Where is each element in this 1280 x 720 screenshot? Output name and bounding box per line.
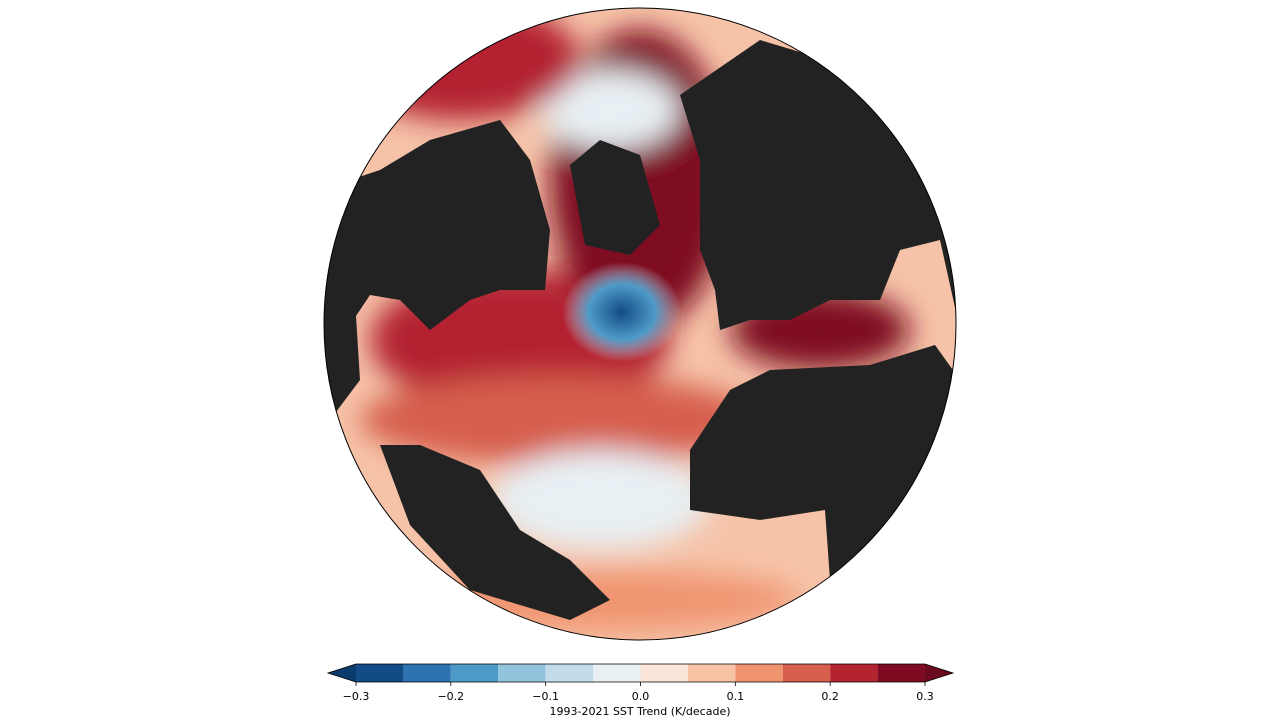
colorbar-bin bbox=[450, 664, 499, 682]
colorbar-bin bbox=[593, 664, 641, 682]
tick-label: −0.2 bbox=[437, 690, 464, 703]
colorbar-label: 1993-2021 SST Trend (K/decade) bbox=[549, 705, 730, 718]
globe-outline bbox=[323, 7, 957, 641]
tick-label: −0.1 bbox=[532, 690, 559, 703]
tick-label: 0.1 bbox=[727, 690, 745, 703]
colorbar-bin bbox=[403, 664, 451, 682]
extend-arrow bbox=[328, 664, 356, 682]
extend-arrow bbox=[925, 664, 953, 682]
tick-label: 0.0 bbox=[632, 690, 650, 703]
colorbar-bin bbox=[735, 664, 783, 682]
colorbar-bin bbox=[545, 664, 594, 682]
colorbar-bin bbox=[356, 664, 404, 682]
colorbar-bin bbox=[687, 664, 736, 682]
colorbar-bin bbox=[877, 664, 925, 682]
colorbar-bin bbox=[640, 664, 688, 682]
colorbar-bin bbox=[782, 664, 831, 682]
colorbar-bin bbox=[498, 664, 546, 682]
colorbar-bin bbox=[830, 664, 878, 682]
tick-label: 0.2 bbox=[821, 690, 839, 703]
tick-label: −0.3 bbox=[343, 690, 370, 703]
globe bbox=[324, 8, 956, 640]
tick-label: 0.3 bbox=[916, 690, 934, 703]
